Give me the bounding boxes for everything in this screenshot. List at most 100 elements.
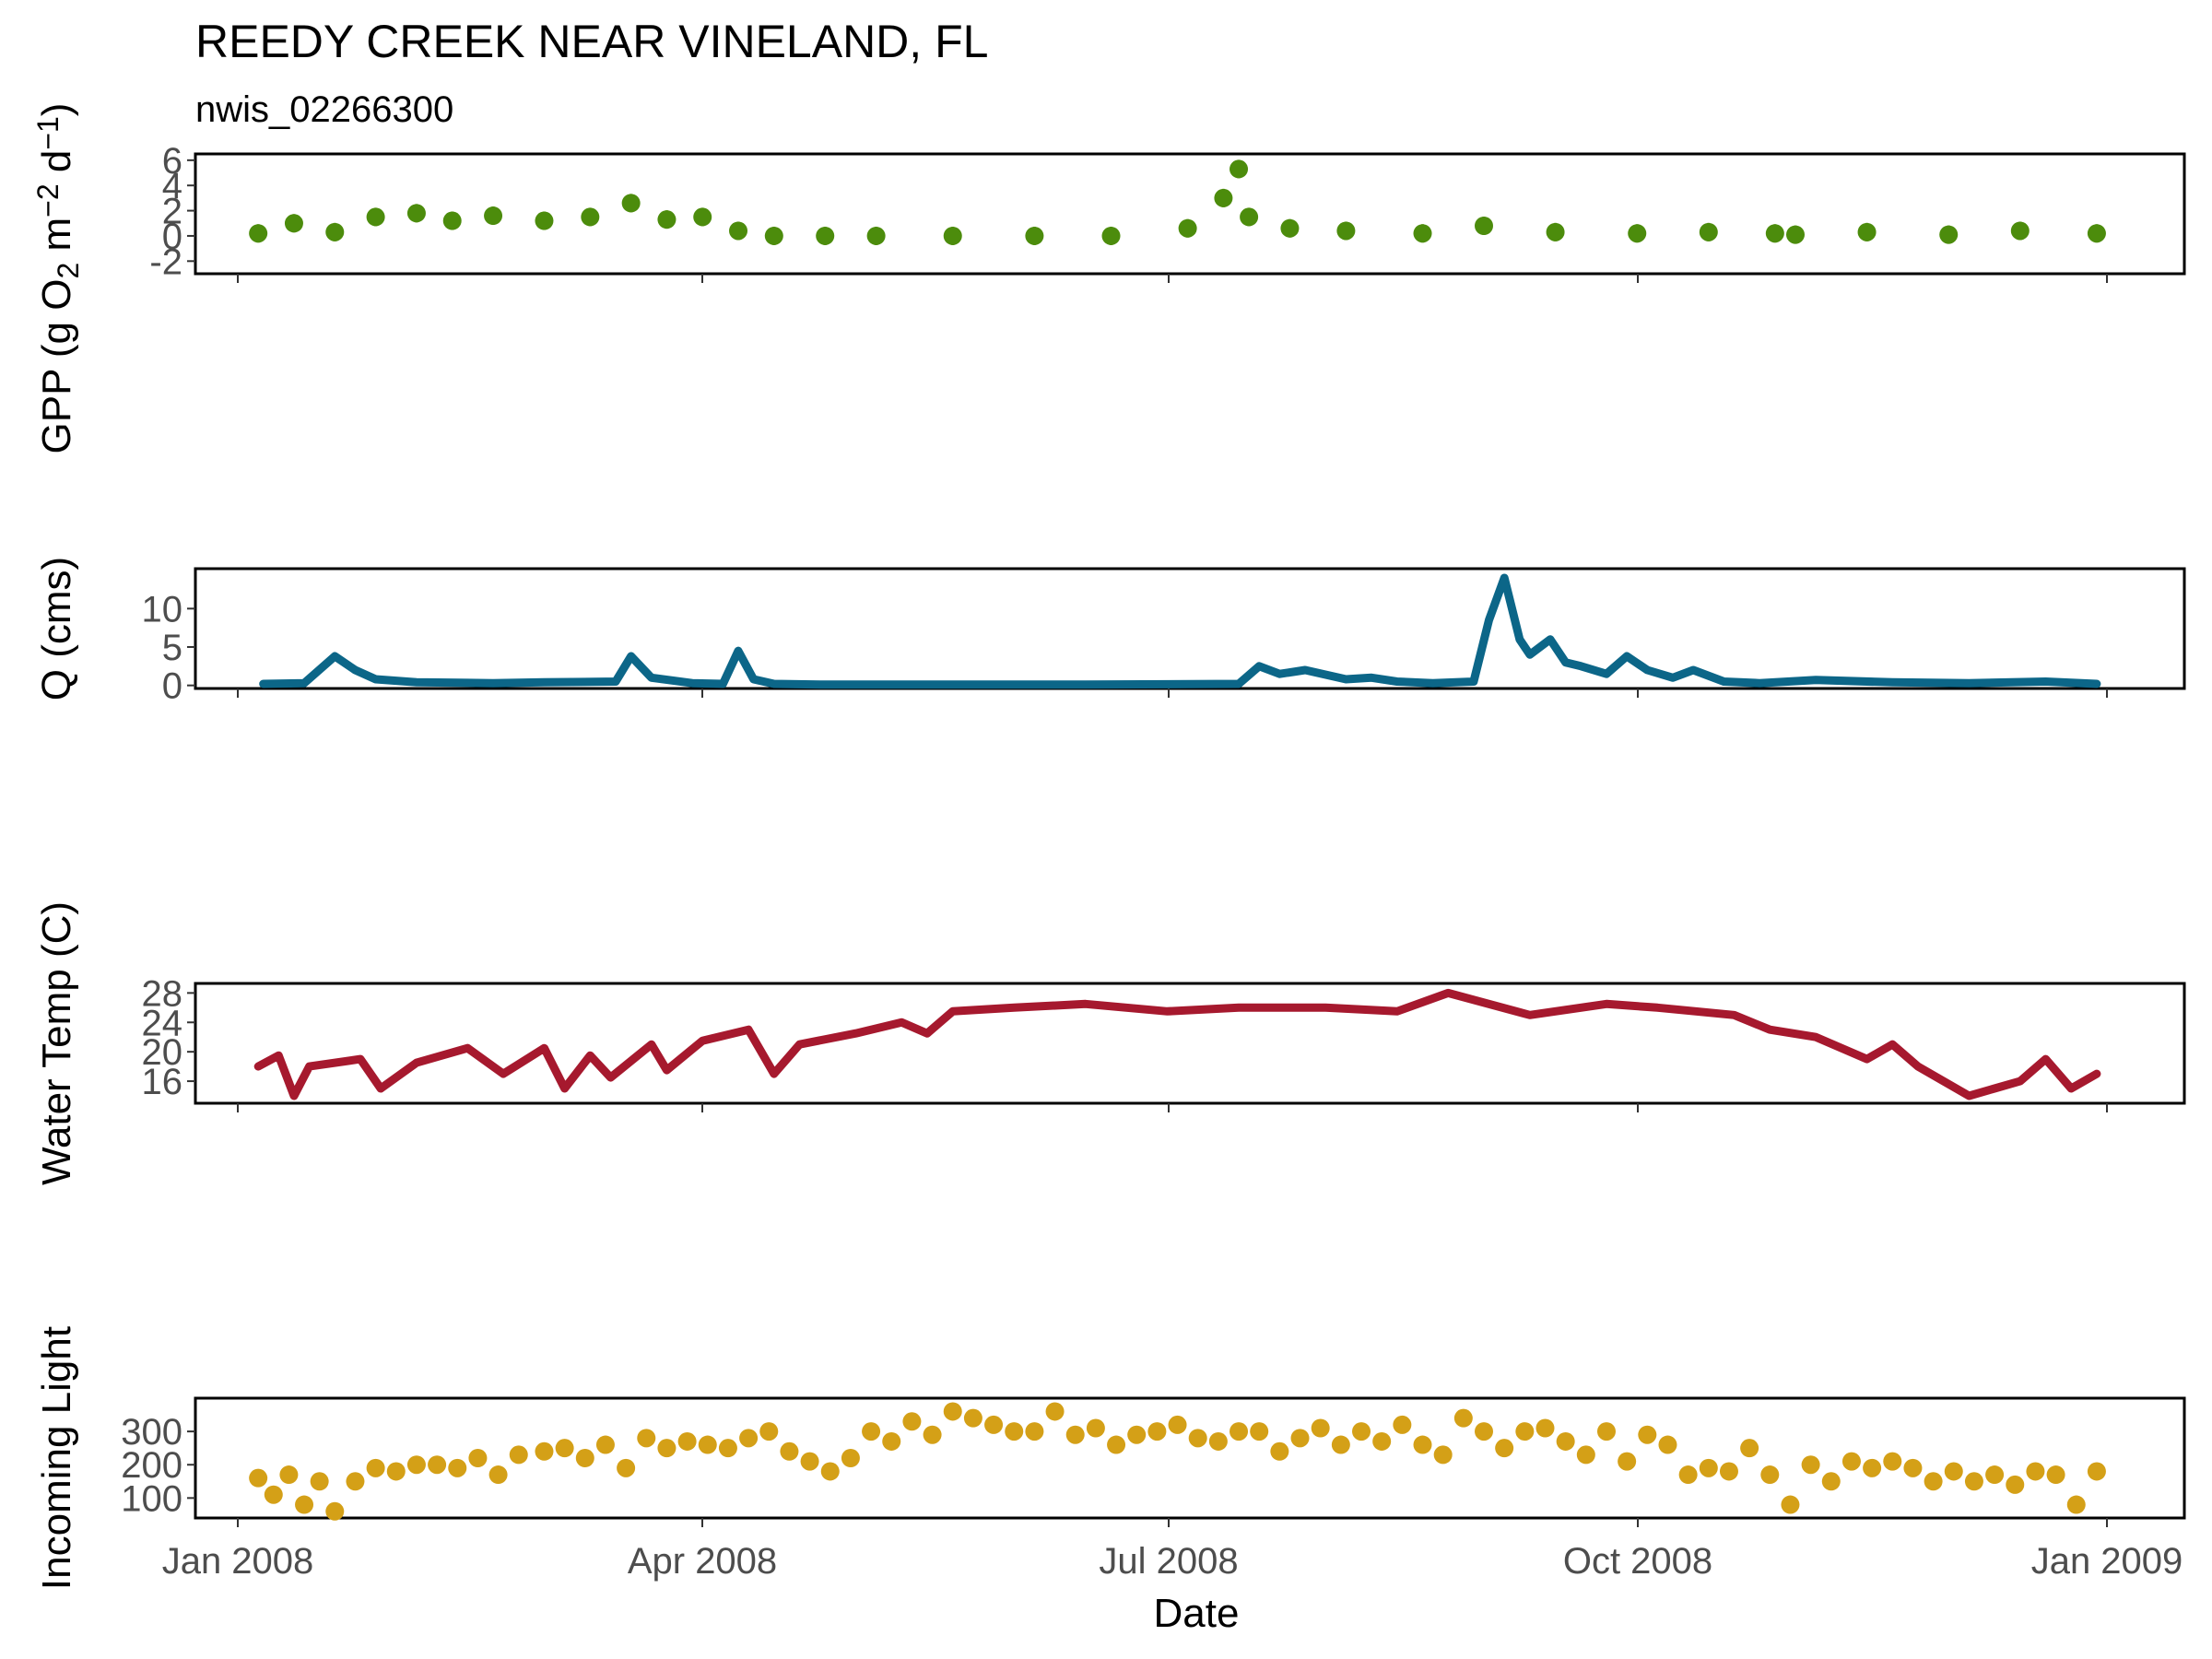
data-point [2026, 1462, 2045, 1481]
data-point [800, 1452, 819, 1471]
data-point [1280, 218, 1300, 238]
data-point [1556, 1431, 1575, 1451]
data-point [1005, 1422, 1024, 1441]
data-point [698, 1435, 717, 1454]
data-point [1101, 226, 1121, 245]
data-point [943, 226, 962, 245]
data-point [1290, 1429, 1310, 1448]
data-point [1413, 224, 1432, 243]
data-point [1178, 218, 1197, 238]
data-point [1939, 225, 1959, 244]
data-point [2006, 1475, 2025, 1494]
data-point [1801, 1455, 1820, 1475]
data-point [1786, 225, 1805, 244]
y-tick-label: 28 [142, 973, 183, 1014]
y-tick-label: 10 [142, 589, 183, 629]
data-point [1699, 1458, 1718, 1477]
data-point [1760, 1465, 1780, 1485]
data-point [862, 1422, 881, 1441]
data-point [764, 226, 783, 245]
data-point [1903, 1458, 1923, 1477]
data-point [621, 194, 641, 213]
y-axis-label-part: −1 [31, 116, 65, 149]
data-point [1596, 1422, 1616, 1441]
data-point [1985, 1465, 2005, 1485]
data-point [535, 211, 554, 230]
data-point [739, 1429, 759, 1448]
panel-border [194, 152, 2186, 276]
data-point [718, 1439, 737, 1458]
y-axis-label-part: −2 [31, 183, 65, 217]
data-point [1883, 1452, 1902, 1471]
series-line-discharge [259, 573, 2101, 689]
data-point [488, 1465, 508, 1485]
data-point [1841, 1452, 1861, 1471]
data-point [984, 1415, 1004, 1434]
data-point [1230, 1422, 1249, 1441]
data-point [816, 226, 835, 245]
data-point [1352, 1422, 1371, 1441]
x-tick-label: Jan 2009 [2031, 1541, 2183, 1582]
data-point [2066, 1495, 2086, 1514]
data-point [2010, 221, 2030, 241]
data-point [1214, 188, 1233, 207]
data-point [1025, 226, 1044, 245]
data-point [406, 1455, 426, 1475]
data-point [1576, 1445, 1595, 1465]
data-point [1546, 222, 1565, 241]
data-point [1821, 1472, 1841, 1491]
data-point [1781, 1495, 1800, 1514]
data-point [1699, 222, 1718, 241]
data-point [1045, 1402, 1065, 1421]
x-tick-label: Jul 2008 [1099, 1541, 1238, 1582]
data-point [406, 204, 426, 223]
y-tick-label: -2 [149, 241, 182, 282]
data-point [1250, 1422, 1269, 1441]
panel-border [194, 567, 2186, 690]
data-point [1168, 1415, 1187, 1434]
data-point [729, 221, 748, 241]
data-point [1147, 1422, 1167, 1441]
data-point [1086, 1418, 1105, 1438]
data-point [509, 1445, 528, 1465]
data-point [1475, 1422, 1493, 1441]
x-tick-label: Oct 2008 [1563, 1541, 1712, 1582]
y-axis-label: Incoming Light [34, 1326, 79, 1590]
data-point [249, 1468, 268, 1488]
y-tick-label: 6 [162, 141, 182, 182]
data-point [1765, 224, 1784, 243]
series-line-water_temp [253, 988, 2101, 1100]
data-point [1107, 1435, 1126, 1454]
data-point [820, 1462, 840, 1481]
data-point [366, 1458, 385, 1477]
x-axis-label: Date [1154, 1591, 1240, 1636]
data-point [1618, 1452, 1637, 1471]
data-point [1331, 1435, 1350, 1454]
data-point [1638, 1425, 1657, 1444]
data-point [484, 206, 503, 226]
data-point [310, 1472, 329, 1491]
chart-title: REEDY CREEK NEAR VINELAND, FL [195, 16, 988, 67]
data-point [555, 1439, 574, 1458]
y-tick-label: 20 [142, 1032, 183, 1073]
data-point [1413, 1435, 1432, 1454]
y-axis-label-part: d [34, 150, 79, 184]
y-axis-label: GPP (g O2 m−2 d−1) [31, 103, 85, 454]
data-point [595, 1435, 615, 1454]
data-point [468, 1449, 488, 1467]
data-point [535, 1441, 554, 1461]
y-tick-label: 0 [162, 217, 182, 257]
data-point [1658, 1435, 1677, 1454]
x-tick-label: Apr 2008 [628, 1541, 777, 1582]
data-point [902, 1412, 922, 1431]
data-point [1433, 1445, 1453, 1465]
y-tick-label: 100 [121, 1478, 182, 1519]
data-point [1230, 159, 1249, 179]
data-point [657, 1439, 677, 1458]
data-point [1270, 1441, 1289, 1461]
y-tick-label: 300 [121, 1412, 182, 1453]
